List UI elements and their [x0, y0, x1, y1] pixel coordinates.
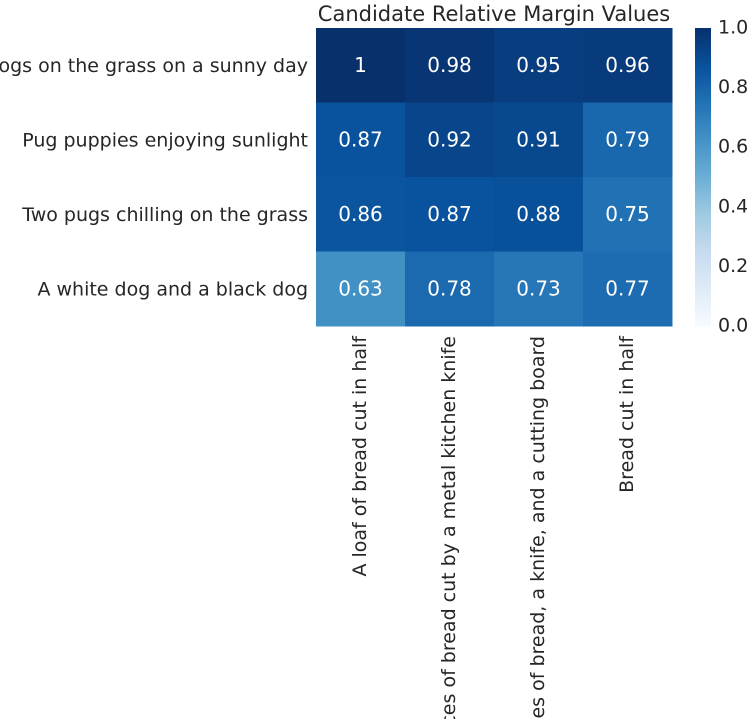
cell-label: 0.79 — [605, 127, 650, 151]
cell-label: 0.63 — [338, 276, 383, 300]
heatmap-cell — [494, 177, 584, 252]
cell-label: 0.92 — [427, 127, 472, 151]
colorbar-tick-label: 0.2 — [718, 255, 747, 277]
x-tick-label: Bread cut in half — [616, 335, 638, 493]
y-tick-label: Pug puppies enjoying sunlight — [22, 129, 308, 151]
heatmap-cell — [405, 251, 495, 327]
heatmap-cell — [583, 28, 673, 103]
colorbar — [695, 28, 711, 326]
heatmap-cell — [583, 251, 673, 327]
colorbar-tick-label: 0.6 — [718, 136, 747, 158]
heatmap-cell — [316, 102, 406, 178]
cell-label: 0.75 — [605, 202, 650, 226]
cell-label: 0.87 — [427, 202, 472, 226]
colorbar-tick-label: 0.8 — [718, 76, 747, 98]
cell-label: 0.91 — [516, 127, 561, 151]
x-tick-label: Two pieces of bread, a knife, and a cutt… — [527, 336, 549, 719]
cell-label: 0.98 — [427, 53, 472, 77]
cell-label: 0.86 — [338, 202, 383, 226]
colorbar-tick-label: 0.4 — [718, 195, 747, 217]
cell-label: 0.73 — [516, 276, 561, 300]
heatmap-cell — [405, 102, 495, 178]
heatmap-cell — [583, 177, 673, 252]
heatmap-cell — [583, 102, 673, 178]
cell-label: 0.96 — [605, 53, 650, 77]
cell-label: 0.87 — [338, 127, 383, 151]
heatmap-cell — [494, 28, 584, 103]
cell-label: 0.78 — [427, 276, 472, 300]
heatmap-cell — [316, 28, 406, 103]
heatmap-cell — [316, 177, 406, 252]
heatmap-cell — [405, 177, 495, 252]
colorbar-tick-label: 0.0 — [718, 315, 747, 337]
cell-label: 1 — [354, 53, 367, 77]
colorbar-tick-label: 1.0 — [718, 17, 747, 39]
x-tick-label: Two pieces of bread cut by a metal kitch… — [438, 336, 460, 719]
cell-label: 0.95 — [516, 53, 561, 77]
y-tick-label: Two dogs on the grass on a sunny day — [0, 55, 308, 77]
heatmap-cell — [494, 102, 584, 178]
y-tick-label: A white dog and a black dog — [37, 278, 308, 300]
heatmap-cell — [316, 251, 406, 327]
heatmap-cell — [405, 28, 495, 103]
x-tick-label: A loaf of bread cut in half — [349, 335, 371, 577]
chart-title: Candidate Relative Margin Values — [318, 2, 670, 26]
cell-label: 0.88 — [516, 202, 561, 226]
cell-label: 0.77 — [605, 276, 650, 300]
heatmap-cell — [494, 251, 584, 327]
y-tick-label: Two pugs chilling on the grass — [21, 204, 308, 226]
